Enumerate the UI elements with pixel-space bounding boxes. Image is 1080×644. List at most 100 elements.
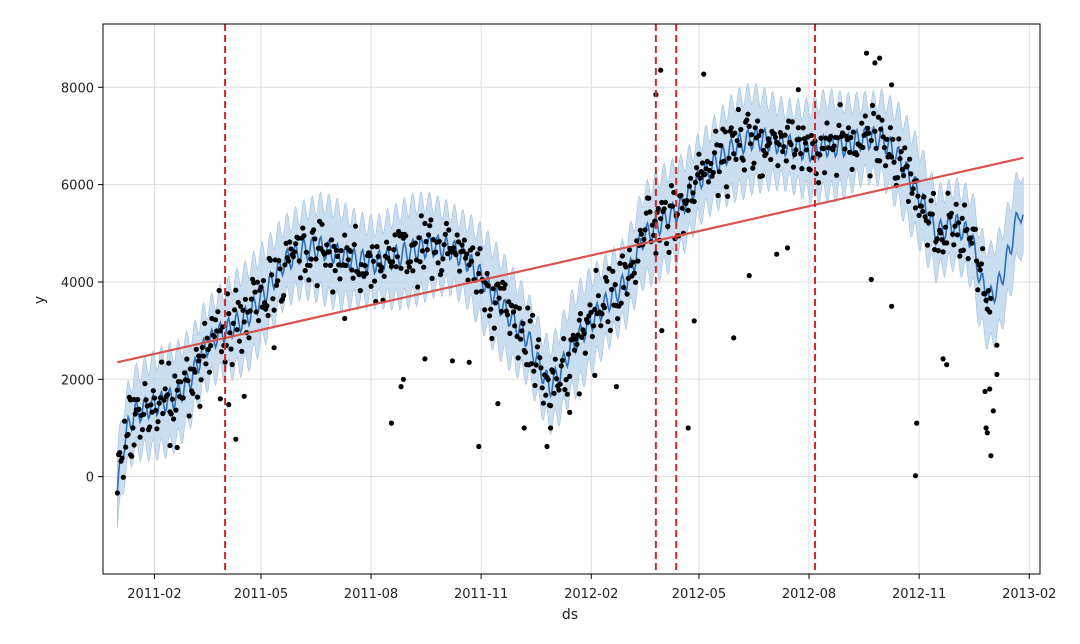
observed-point	[959, 215, 965, 221]
observed-point	[795, 87, 801, 93]
observed-point	[869, 102, 876, 108]
observed-point	[948, 210, 955, 216]
observed-point	[532, 382, 538, 389]
observed-point	[847, 149, 853, 155]
observed-point	[527, 318, 533, 324]
observed-point	[891, 159, 897, 165]
observed-point	[907, 156, 913, 162]
observed-point	[926, 219, 932, 226]
observed-point	[573, 336, 579, 342]
observed-point	[696, 151, 702, 157]
observed-point	[798, 151, 804, 157]
observed-point	[918, 203, 925, 209]
observed-point	[415, 284, 421, 290]
observed-point	[867, 173, 873, 179]
observed-point	[190, 390, 196, 396]
observed-point	[166, 360, 172, 366]
observed-point	[160, 410, 166, 417]
observed-point	[368, 283, 374, 289]
observed-point	[755, 118, 761, 124]
observed-point	[181, 370, 187, 376]
observed-point	[649, 222, 655, 228]
observed-point	[174, 387, 180, 393]
observed-point	[135, 396, 141, 403]
observed-point	[165, 392, 171, 398]
observed-point	[222, 359, 228, 365]
observed-point	[912, 473, 919, 479]
observed-point	[552, 356, 558, 362]
observed-point	[848, 134, 854, 141]
observed-point	[898, 149, 904, 155]
observed-point	[258, 284, 264, 290]
observed-point	[326, 249, 332, 255]
observed-point	[767, 140, 773, 146]
observed-point	[338, 248, 344, 254]
observed-point	[199, 344, 205, 350]
observed-point	[127, 452, 134, 458]
observed-point	[300, 225, 306, 231]
observed-point	[828, 133, 834, 140]
observed-point	[808, 132, 815, 139]
observed-point	[985, 288, 992, 294]
observed-point	[909, 190, 915, 196]
uncertainty-area	[117, 82, 1024, 529]
observed-point	[248, 296, 254, 302]
observed-point	[469, 258, 475, 264]
observed-point	[510, 309, 517, 315]
observed-point	[169, 396, 175, 402]
observed-point	[206, 369, 213, 375]
observed-point	[466, 359, 472, 365]
observed-point	[496, 295, 502, 301]
observed-point	[246, 335, 252, 341]
observed-point	[313, 256, 319, 262]
observed-point	[877, 158, 883, 164]
observed-point	[119, 455, 125, 461]
observed-point	[746, 273, 752, 279]
observed-point	[889, 82, 895, 88]
observed-point	[868, 137, 874, 144]
observed-point	[866, 130, 872, 136]
observed-point	[983, 297, 989, 303]
observed-point	[548, 403, 554, 409]
observed-point	[217, 396, 223, 402]
observed-point	[196, 353, 202, 359]
observed-point	[312, 236, 318, 242]
observed-point	[957, 253, 963, 259]
observed-point	[463, 255, 469, 261]
observed-point	[563, 377, 569, 383]
observed-point	[890, 136, 896, 142]
observed-point	[240, 307, 246, 313]
observed-point	[854, 152, 860, 158]
observed-point	[988, 295, 994, 301]
observed-point	[277, 266, 283, 272]
observed-point	[515, 355, 521, 361]
observed-point	[424, 247, 430, 253]
observed-point	[307, 262, 313, 269]
observed-point	[131, 442, 137, 448]
observed-point	[184, 356, 190, 362]
observed-point	[153, 407, 159, 413]
observed-point	[375, 254, 381, 260]
observed-point	[488, 306, 494, 312]
observed-point	[425, 232, 432, 238]
observed-point	[311, 227, 317, 233]
x-tick-label: 2011-08	[344, 587, 398, 602]
observed-point	[641, 236, 647, 242]
observed-point	[845, 125, 852, 131]
observed-point	[342, 315, 348, 322]
observed-point	[534, 344, 541, 350]
observed-point	[969, 240, 975, 246]
observed-point	[440, 256, 446, 262]
observed-point	[151, 395, 158, 401]
observed-point	[518, 336, 524, 342]
observed-point	[895, 175, 901, 181]
observed-point	[330, 289, 336, 295]
observed-point	[384, 239, 390, 245]
observed-point	[588, 309, 594, 315]
observed-point	[482, 307, 488, 313]
observed-point	[731, 151, 737, 157]
observed-point	[269, 272, 275, 278]
y-tick-label: 2000	[61, 373, 94, 388]
observed-point	[345, 257, 351, 263]
observed-point	[978, 261, 985, 267]
